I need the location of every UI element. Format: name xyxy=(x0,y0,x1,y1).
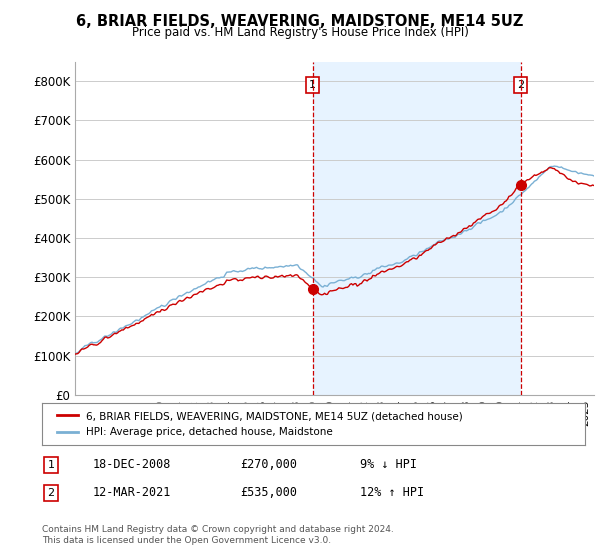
Text: 1: 1 xyxy=(309,80,316,90)
Bar xyxy=(313,62,521,395)
Text: 12% ↑ HPI: 12% ↑ HPI xyxy=(360,486,424,500)
Text: 9% ↓ HPI: 9% ↓ HPI xyxy=(360,458,417,472)
Text: 12-MAR-2021: 12-MAR-2021 xyxy=(93,486,172,500)
Text: £270,000: £270,000 xyxy=(240,458,297,472)
Text: 2: 2 xyxy=(517,80,524,90)
Text: 1: 1 xyxy=(47,460,55,470)
Text: Price paid vs. HM Land Registry's House Price Index (HPI): Price paid vs. HM Land Registry's House … xyxy=(131,26,469,39)
Text: 6, BRIAR FIELDS, WEAVERING, MAIDSTONE, ME14 5UZ: 6, BRIAR FIELDS, WEAVERING, MAIDSTONE, M… xyxy=(76,14,524,29)
Text: Contains HM Land Registry data © Crown copyright and database right 2024.
This d: Contains HM Land Registry data © Crown c… xyxy=(42,525,394,545)
Text: 2: 2 xyxy=(47,488,55,498)
Text: £535,000: £535,000 xyxy=(240,486,297,500)
Text: 18-DEC-2008: 18-DEC-2008 xyxy=(93,458,172,472)
Legend: 6, BRIAR FIELDS, WEAVERING, MAIDSTONE, ME14 5UZ (detached house), HPI: Average p: 6, BRIAR FIELDS, WEAVERING, MAIDSTONE, M… xyxy=(53,407,467,441)
